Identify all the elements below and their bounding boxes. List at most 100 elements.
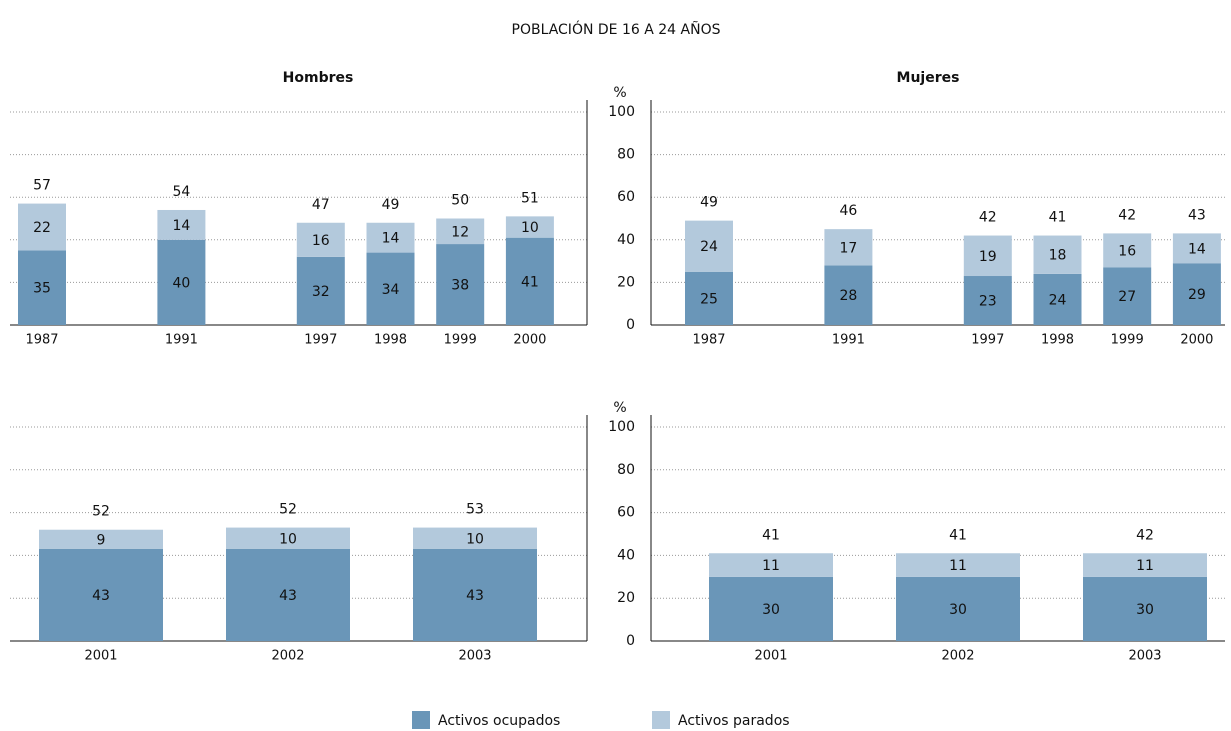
bar-segment xyxy=(18,203,66,251)
bar-segment xyxy=(824,265,873,325)
total-label: 52 xyxy=(279,502,297,518)
value-label: 9 xyxy=(97,532,106,548)
bar-segment xyxy=(226,548,350,641)
bar-segment xyxy=(709,553,833,577)
value-label: 29 xyxy=(1188,287,1206,303)
total-label: 42 xyxy=(1118,207,1136,223)
value-label: 16 xyxy=(312,233,330,249)
value-label: 40 xyxy=(172,275,190,291)
value-label: 10 xyxy=(279,531,297,547)
value-label: 43 xyxy=(279,588,297,604)
total-label: 54 xyxy=(172,184,190,200)
y-tick-label: 20 xyxy=(617,274,635,290)
bar-segment xyxy=(157,209,206,240)
main-title: POBLACIÓN DE 16 A 24 AÑOS xyxy=(512,20,721,38)
total-label: 46 xyxy=(839,203,857,219)
chart-title: Mujeres xyxy=(897,70,960,86)
value-label: 28 xyxy=(839,288,857,304)
bar-segment xyxy=(505,237,554,325)
bar-segment xyxy=(1033,273,1082,325)
value-label: 14 xyxy=(1188,241,1206,257)
value-label: 10 xyxy=(521,220,539,236)
legend-label: Activos ocupados xyxy=(438,713,560,729)
bar-segment xyxy=(413,527,537,549)
value-label: 22 xyxy=(33,220,51,236)
y-tick-label: 0 xyxy=(626,633,635,649)
x-tick-label: 1987 xyxy=(692,333,725,348)
bar-segment xyxy=(413,548,537,641)
total-label: 57 xyxy=(33,178,51,194)
total-label: 51 xyxy=(521,190,539,206)
x-tick-label: 1991 xyxy=(832,333,865,348)
bar-segment xyxy=(296,222,345,257)
value-label: 14 xyxy=(382,231,400,247)
bar-segment xyxy=(157,239,206,325)
total-label: 49 xyxy=(382,197,400,213)
total-label: 53 xyxy=(466,502,484,518)
value-label: 32 xyxy=(312,284,330,300)
legend-swatch xyxy=(652,711,670,729)
total-label: 43 xyxy=(1188,207,1206,223)
value-label: 12 xyxy=(451,224,469,240)
y-tick-label: 40 xyxy=(617,547,635,563)
total-label: 41 xyxy=(1049,210,1067,226)
bar-segment xyxy=(18,250,66,325)
x-tick-label: 1997 xyxy=(304,333,337,348)
total-label: 47 xyxy=(312,197,330,213)
value-label: 14 xyxy=(172,218,190,234)
total-label: 41 xyxy=(949,527,967,543)
value-label: 23 xyxy=(979,294,997,310)
value-label: 25 xyxy=(700,291,718,307)
bar-segment xyxy=(436,244,485,325)
x-tick-label: 2002 xyxy=(271,649,304,664)
value-label: 30 xyxy=(1136,602,1154,618)
bar-segment xyxy=(685,220,733,272)
y-tick-label: 100 xyxy=(608,104,635,120)
bar-segment xyxy=(505,216,554,238)
bar-segment xyxy=(896,576,1020,641)
bar-segment xyxy=(896,553,1020,577)
value-label: 11 xyxy=(1136,558,1154,574)
bar-segment xyxy=(366,222,415,253)
value-label: 17 xyxy=(839,240,857,256)
value-label: 38 xyxy=(451,278,469,294)
total-label: 42 xyxy=(979,210,997,226)
y-tick-label: 20 xyxy=(617,590,635,606)
y-axis-label: % xyxy=(613,85,626,101)
x-tick-label: 1998 xyxy=(374,333,407,348)
value-label: 10 xyxy=(466,531,484,547)
x-tick-label: 2001 xyxy=(754,649,787,664)
x-tick-label: 1987 xyxy=(25,333,58,348)
x-tick-label: 2001 xyxy=(84,649,117,664)
x-tick-label: 1997 xyxy=(971,333,1004,348)
value-label: 35 xyxy=(33,281,51,297)
x-tick-label: 1998 xyxy=(1041,333,1074,348)
value-label: 11 xyxy=(762,558,780,574)
bar-segment xyxy=(436,218,485,245)
y-tick-label: 0 xyxy=(626,317,635,333)
value-label: 24 xyxy=(1049,292,1067,308)
x-tick-label: 1991 xyxy=(165,333,198,348)
x-tick-label: 2000 xyxy=(513,333,546,348)
x-tick-label: 1999 xyxy=(444,333,477,348)
legend-label: Activos parados xyxy=(678,713,790,729)
y-axis-label: % xyxy=(613,400,626,416)
value-label: 19 xyxy=(979,249,997,265)
x-tick-label: 1999 xyxy=(1111,333,1144,348)
x-tick-label: 2002 xyxy=(941,649,974,664)
bar-segment xyxy=(1172,263,1221,325)
bar-segment xyxy=(226,527,350,549)
value-label: 27 xyxy=(1118,289,1136,305)
value-label: 11 xyxy=(949,558,967,574)
bar-segment xyxy=(1083,576,1207,641)
bar-segment xyxy=(963,235,1012,277)
bar-segment xyxy=(39,548,163,641)
total-label: 41 xyxy=(762,527,780,543)
value-label: 18 xyxy=(1049,248,1067,264)
value-label: 30 xyxy=(762,602,780,618)
bar-segment xyxy=(39,529,163,549)
total-label: 49 xyxy=(700,195,718,211)
bar-segment xyxy=(366,252,415,325)
value-label: 41 xyxy=(521,274,539,290)
